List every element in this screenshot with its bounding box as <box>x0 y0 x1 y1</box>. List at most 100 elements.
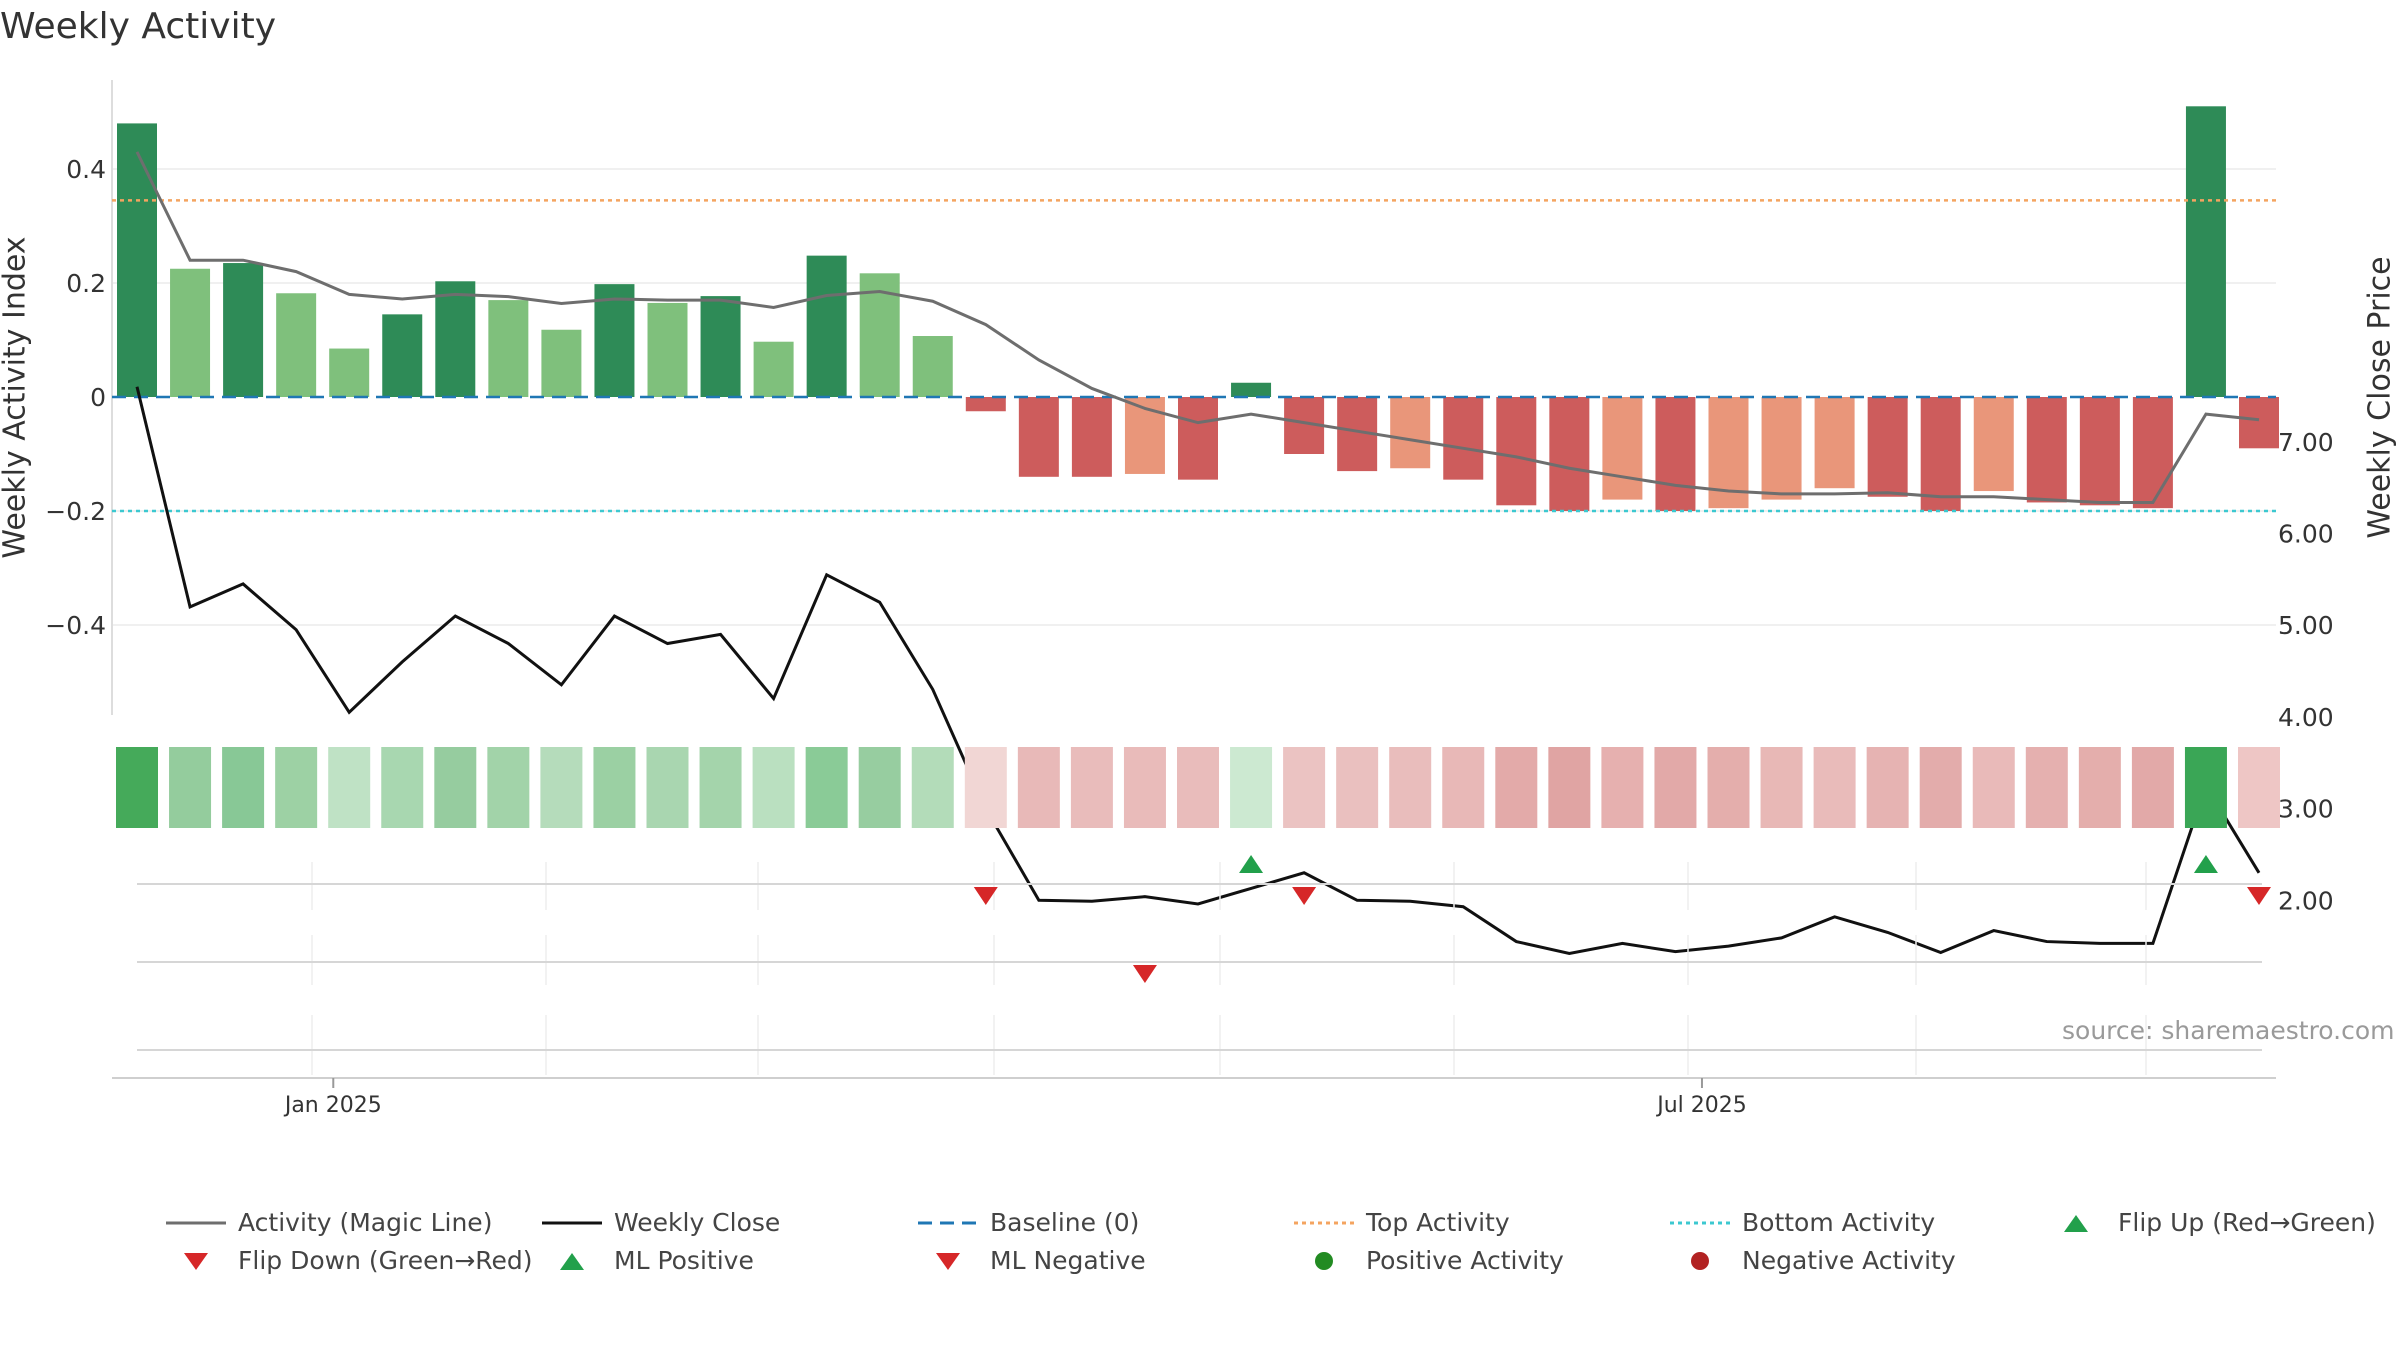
bottom-activity-swatch-icon <box>1670 1221 1730 1224</box>
activity-bar <box>1920 397 1961 511</box>
baseline-swatch-icon <box>918 1221 978 1224</box>
weekly-close-series <box>135 386 2261 956</box>
flip-down-marker <box>1292 887 1317 905</box>
legend-item-bottom-activity: Bottom Activity <box>1670 1208 1935 1237</box>
activity-strip-cell <box>1495 747 1538 828</box>
activity-strip-cell <box>1601 747 1644 828</box>
activity-bar <box>1549 397 1590 511</box>
flip-down-marker <box>973 887 998 905</box>
activity-bar <box>1867 397 1908 497</box>
flip-up-marker <box>2193 855 2218 873</box>
activity-bar <box>1071 397 1112 477</box>
activity-bar <box>1655 397 1696 511</box>
activity-bar <box>912 336 953 397</box>
activity-bar <box>435 281 476 397</box>
legend-label: Baseline (0) <box>990 1208 1140 1237</box>
activity-bar <box>1496 397 1537 506</box>
activity-bar <box>1443 397 1484 480</box>
y-right-tick-label: 5.00 <box>2278 611 2334 640</box>
activity-strip-cell <box>1707 747 1750 828</box>
activity-bar <box>1973 397 2014 492</box>
legend-label: ML Negative <box>990 1246 1146 1275</box>
x-tick-label: Jul 2025 <box>1655 1093 1747 1118</box>
activity-strip-cell <box>964 747 1007 828</box>
activity-strip-cell <box>328 747 371 828</box>
y-right-tick-label: 3.00 <box>2278 795 2334 824</box>
activity-strip-cell <box>2131 747 2174 828</box>
activity-strip-cell <box>1866 747 1909 828</box>
legend-label: ML Positive <box>614 1246 754 1275</box>
legend-item-top-activity: Top Activity <box>1294 1208 1510 1237</box>
legend-label: Weekly Close <box>614 1208 781 1237</box>
y-left-tick-label: 0.4 <box>66 155 106 184</box>
activity-bar <box>2185 106 2226 398</box>
activity-strip-cell <box>593 747 636 828</box>
legend-item-magic-line: Activity (Magic Line) <box>166 1208 492 1237</box>
top-activity-swatch-icon <box>1294 1221 1354 1224</box>
activity-strip-cell <box>275 747 318 828</box>
activity-bar <box>117 123 157 398</box>
activity-bar <box>594 284 635 397</box>
y-right-tick-label: 4.00 <box>2278 703 2334 732</box>
ml-negative-marker <box>1132 965 1157 983</box>
legend-item-baseline: Baseline (0) <box>918 1208 1139 1237</box>
activity-bar <box>2132 397 2173 509</box>
activity-strip-cell <box>699 747 742 828</box>
activity-bar <box>541 329 582 397</box>
triangle-down-icon <box>936 1252 960 1270</box>
circle-icon <box>1691 1251 1709 1270</box>
source-note: source: sharemaestro.com <box>2062 1016 2395 1045</box>
activity-strip-cell <box>752 747 795 828</box>
activity-strip-cell <box>2078 747 2121 828</box>
activity-strip-cell <box>858 747 901 828</box>
y-right-tick-label: 2.00 <box>2278 886 2334 915</box>
activity-strip-cell <box>1548 747 1591 828</box>
legend-label: Positive Activity <box>1366 1246 1564 1275</box>
activity-strip-cell <box>2238 747 2280 828</box>
magic-line-series <box>135 151 2260 504</box>
y-left-tick-label: −0.2 <box>45 497 106 526</box>
legend-label: Flip Down (Green→Red) <box>238 1246 533 1275</box>
activity-strip-cell <box>540 747 583 828</box>
activity-bar <box>806 255 847 397</box>
activity-bar <box>1018 397 1059 477</box>
activity-strip-cell <box>487 747 530 828</box>
legend-item-ml-negative: ML Negative <box>918 1246 1146 1275</box>
x-tick-label: Jan 2025 <box>283 1093 382 1118</box>
y-left-tick-label: 0.2 <box>66 269 106 298</box>
y-right-tick-label: 6.00 <box>2278 520 2334 549</box>
activity-bar <box>223 263 264 397</box>
activity-bar <box>1761 397 1802 500</box>
activity-strip-cell <box>1654 747 1697 828</box>
activity-strip-cell <box>911 747 954 828</box>
activity-strip-cell <box>222 747 265 828</box>
activity-strip-cell <box>2184 747 2227 828</box>
y-left-tick-label: −0.4 <box>45 611 106 640</box>
activity-bar <box>170 268 211 397</box>
legend-item-positive-activity: Positive Activity <box>1294 1246 1564 1275</box>
activity-strip-cell <box>1177 747 1219 828</box>
activity-strip-cell <box>1283 747 1326 828</box>
activity-strip-cell <box>434 747 477 828</box>
legend-item-flip-up: Flip Up (Red→Green) <box>2046 1208 2376 1237</box>
activity-bar <box>488 300 529 397</box>
legend-label: Bottom Activity <box>1742 1208 1936 1237</box>
activity-strip-cell <box>1760 747 1803 828</box>
activity-bar <box>1178 397 1218 480</box>
activity-strip-cell <box>1389 747 1432 828</box>
activity-bar <box>700 296 741 397</box>
activity-strip-cell <box>381 747 424 828</box>
activity-bar <box>1602 397 1643 500</box>
activity-bar <box>647 302 688 397</box>
activity-strip-cell <box>169 747 212 828</box>
activity-strip-cell <box>1230 747 1273 828</box>
activity-strip-cell <box>1972 747 2015 828</box>
activity-bar <box>1231 382 1272 397</box>
triangle-up-icon <box>560 1252 584 1270</box>
activity-strip-cell <box>1070 747 1113 828</box>
legend-label: Top Activity <box>1366 1208 1510 1237</box>
legend: Activity (Magic Line) Weekly Close Basel… <box>160 1208 2400 1288</box>
y-left-tick-label: 0 <box>90 383 106 412</box>
legend-label: Flip Up (Red→Green) <box>2118 1208 2376 1237</box>
